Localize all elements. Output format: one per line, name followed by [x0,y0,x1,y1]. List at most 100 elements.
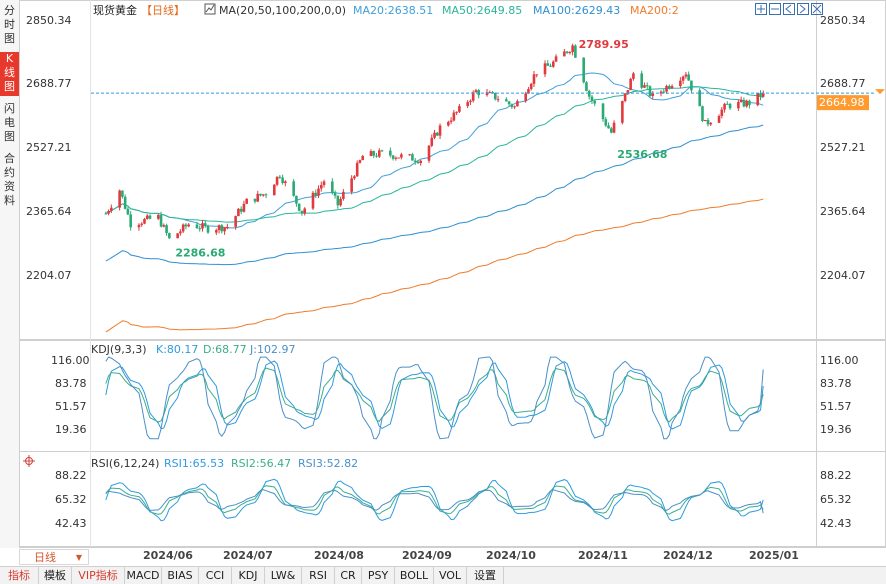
candle-body [651,93,655,97]
candle [375,153,378,158]
candle-body [737,101,740,109]
candle-body [322,181,326,185]
fullscreen-icon[interactable] [811,3,823,15]
crosshair-icon[interactable] [23,455,35,467]
candle-body [123,196,127,209]
candle [684,71,688,79]
tab-label: VOL [438,569,462,582]
candle-body [621,101,624,123]
candle-body [593,100,597,104]
tab-intraday-label: 分时图 [4,4,15,45]
candle-body [668,85,671,89]
rsi1-value: RSI1:65.53 [164,457,224,470]
candle-body [703,119,707,122]
tab-label: 模板 [44,569,66,582]
move-right-icon[interactable] [797,3,809,15]
right-price-tick: 2688.77 [820,77,866,90]
kdj-tick: 51.57 [820,400,852,413]
tab-kdj[interactable]: KDJ [232,567,265,584]
tab-intraday[interactable]: 分时图 [0,4,19,46]
tab-boll[interactable]: BOLL [395,567,434,584]
tab-flash[interactable]: 闪电图 [0,102,19,146]
candle-body [184,224,188,227]
candle-body [535,74,539,76]
tab-label: VIP指标 [78,569,118,582]
period-selector[interactable]: 日线 ▼ [19,549,89,565]
candle [358,159,362,164]
candle [607,122,610,129]
candle [408,153,411,156]
candle [394,156,398,161]
candle-body [203,223,207,226]
candle [239,206,243,215]
candle [110,204,113,214]
rsi2-value: RSI2:56.47 [231,457,291,470]
tab-psy[interactable]: PSY [362,567,395,584]
zoom-out-icon[interactable] [769,3,781,15]
tab-settings[interactable]: 设置 [467,567,504,584]
candle-body [239,208,243,212]
tab-lw[interactable]: LW& [265,567,302,584]
candle-body [391,155,395,159]
candle-body [687,74,690,81]
candle-body [168,233,171,239]
tab-macd[interactable]: MACD [125,567,162,584]
tab-template[interactable]: 模板 [39,567,72,584]
candle [626,90,630,95]
candle-body [756,93,760,106]
right-price-tick: 2365.64 [820,205,866,218]
candle-body [552,61,555,67]
candle-body [629,78,632,91]
candle-body [748,100,751,106]
candle-body [516,101,519,107]
rsi3-line [105,489,764,514]
candle-body [242,203,246,212]
tab-bias[interactable]: BIAS [162,567,199,584]
tab-vol[interactable]: VOL [434,567,467,584]
tab-rsi[interactable]: RSI [302,567,335,584]
candle-body [505,99,508,102]
candle-body [278,176,282,178]
candle-body [485,92,489,96]
candle [184,223,188,230]
tab-contract-info[interactable]: 合约资料 [0,152,19,210]
candle [648,85,652,98]
candle [612,120,616,134]
tab-indicator[interactable]: 指标 [0,567,39,584]
move-left-icon[interactable] [783,3,795,15]
ma50-line [105,86,764,223]
candle [201,219,204,232]
tab-label: BOLL [399,569,429,582]
candle [242,200,246,213]
tab-cci[interactable]: CCI [199,567,232,584]
candle-body [342,191,345,199]
candle-body [408,154,411,156]
candle-body [726,103,729,105]
candle [737,99,740,112]
candle-body [377,150,381,157]
candle [331,178,334,195]
candle-body [350,178,353,192]
candle [505,97,508,102]
tab-cr[interactable]: CR [335,567,362,584]
candle [361,154,365,161]
candle [295,195,298,207]
left-price-tick: 2365.64 [26,205,72,218]
candle-body [510,104,514,108]
candle-body [527,89,530,94]
tab-vip-indicator[interactable]: VIP指标 [72,567,125,584]
candle-body [400,154,403,158]
chart-canvas[interactable]: 现货黄金 【日线】 MA(20,50,100,200,0,0) MA20:263… [0,0,886,566]
candle-body [607,125,610,129]
time-tick: 2024/12 [663,549,713,562]
candle-body [223,227,226,232]
left-price-tick: 2688.77 [26,77,72,90]
zoom-in-icon[interactable] [755,3,767,15]
settings-icon[interactable] [204,3,216,15]
candle [679,77,682,89]
candle [259,193,262,197]
candle-body [698,90,702,107]
candle [237,207,240,217]
candle-body [300,210,304,214]
